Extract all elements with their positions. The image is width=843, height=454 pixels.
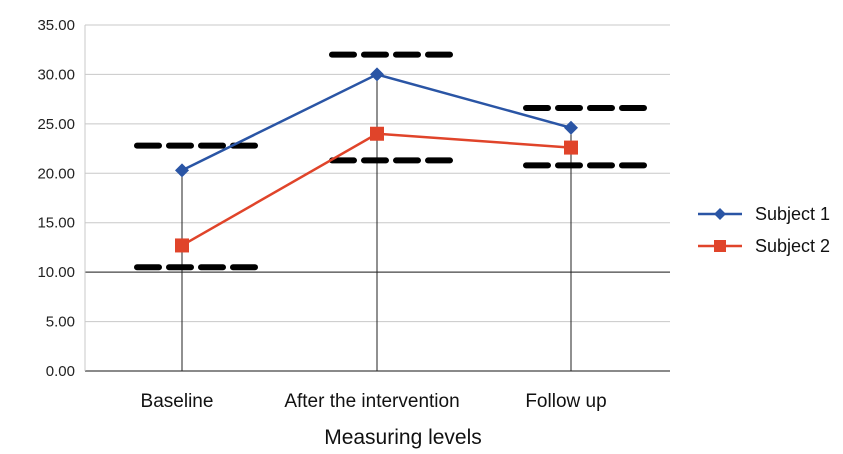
x-category-label: After the intervention: [284, 391, 459, 412]
data-point: [175, 238, 189, 253]
legend-label: Subject 2: [755, 236, 830, 256]
y-tick-label: 35.00: [37, 17, 75, 34]
data-point: [564, 140, 578, 155]
x-category-label: Follow up: [525, 391, 606, 412]
range-marks: [134, 51, 649, 271]
x-category-label: Baseline: [141, 391, 214, 412]
x-axis-category-labels: Baseline After the intervention Follow up: [141, 391, 607, 412]
y-tick-label: 20.00: [37, 165, 75, 182]
data-point: [370, 67, 384, 82]
y-tick-label: 30.00: [37, 66, 75, 83]
y-tick-label: 5.00: [46, 314, 75, 331]
y-tick-label: 15.00: [37, 215, 75, 232]
legend-label: Subject 1: [755, 204, 830, 224]
data-point: [370, 126, 384, 141]
legend-marker: [714, 208, 726, 220]
y-tick-label: 0.00: [46, 363, 75, 380]
data-point: [564, 120, 578, 135]
x-axis-title: Measuring levels: [324, 426, 482, 449]
y-tick-label: 10.00: [37, 264, 75, 281]
legend-marker: [714, 240, 726, 252]
y-axis-tick-labels: 0.00 5.00 10.00 15.00 20.00 25.00 30.00 35.00: [37, 17, 75, 380]
legend: Subject 1 Subject 2: [698, 204, 830, 256]
data-point: [175, 163, 189, 178]
y-tick-label: 25.00: [37, 116, 75, 133]
data-series: [175, 67, 578, 253]
